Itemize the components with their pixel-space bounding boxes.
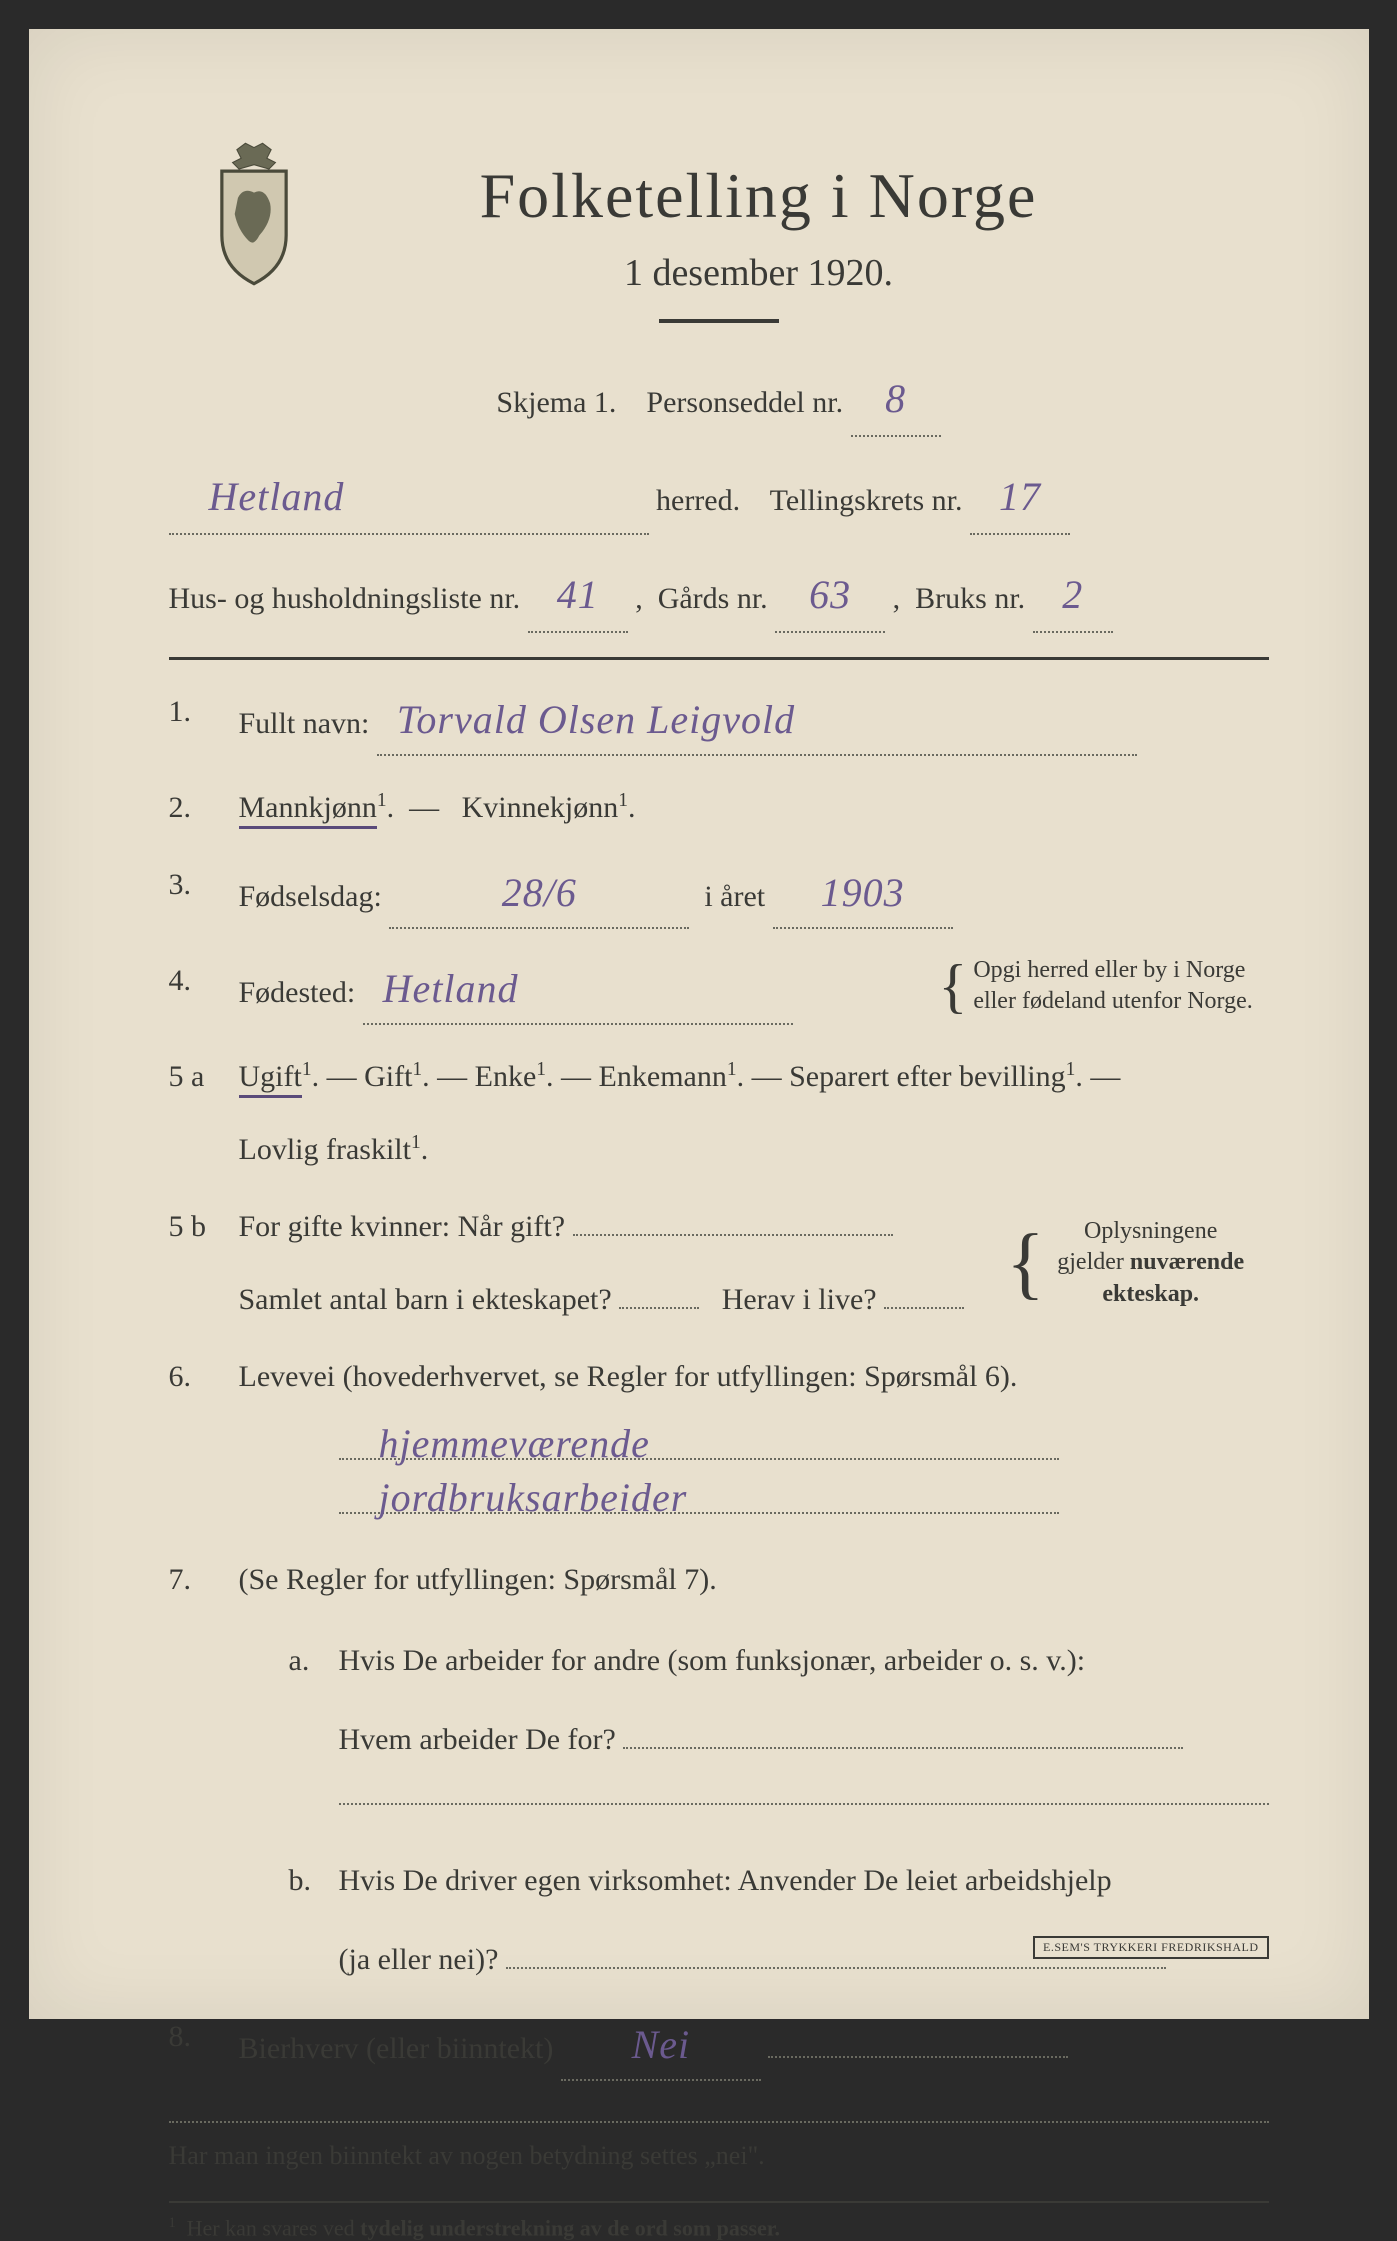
q7b-letter: b. [289,1855,339,1985]
q6-number: 6. [169,1351,239,1528]
hushold-label: Hus- og husholdningsliste nr. [169,582,521,615]
q4-label: Fødested: [239,976,356,1009]
q4-number: 4. [169,955,239,1025]
hushold-line: Hus- og husholdningsliste nr. 41 , Gårds… [169,559,1269,633]
skjema-line: Skjema 1. Personseddel nr. 8 [169,363,1269,437]
q2-number: 2. [169,782,239,833]
q8-label: Bierhverv (eller biinntekt) [239,2032,554,2065]
q2-kvinne: Kvinnekjønn [462,791,619,824]
question-3: 3. Fødselsdag: 28/6 i året 1903 [169,859,1269,929]
q8-number: 8. [169,2011,239,2081]
q4-side2: eller fødeland utenfor Norge. [973,988,1252,1014]
q5b-line2b: Herav i live? [722,1283,877,1316]
q1-value: Torvald Olsen Leigvold [377,686,1137,756]
document-page: Folketelling i Norge 1 desember 1920. Sk… [29,29,1369,2019]
document-title: Folketelling i Norge [249,159,1269,233]
footnote-text: Her kan svares ved tydelig understreknin… [187,2215,780,2240]
q2-mann: Mannkjønn [239,791,377,829]
q1-label: Fullt navn: [239,707,370,740]
footnote: 1 Her kan svares ved tydelig understrekn… [169,2201,1269,2241]
question-8: 8. Bierhverv (eller biinntekt) Nei [169,2011,1269,2081]
q5b-side1: Oplysningene [1084,1218,1217,1244]
q5a-number: 5 a [169,1051,239,1175]
q7a-line2: Hvem arbeider De for? [339,1723,616,1756]
hushold-value: 41 [528,559,628,633]
q7-label: (Se Regler for utfyllingen: Spørsmål 7). [239,1563,717,1596]
bruks-value: 2 [1033,559,1113,633]
printer-mark: E.SEM'S TRYKKERI FREDRIKSHALD [1033,1936,1268,1959]
title-divider [659,319,779,323]
question-1: 1. Fullt navn: Torvald Olsen Leigvold [169,686,1269,756]
q5b-number: 5 b [169,1201,239,1325]
q7-number: 7. [169,1554,239,1985]
coat-of-arms-icon [199,139,309,289]
q1-number: 1. [169,686,239,756]
q5b-side3: ekteskap. [1102,1281,1199,1307]
q3-number: 3. [169,859,239,929]
q3-label: Fødselsdag: [239,880,382,913]
q5b-line1: For gifte kvinner: Når gift? [239,1210,566,1243]
herred-label: herred. [656,484,740,517]
herred-value: Hetland [169,461,649,535]
question-4: 4. Fødested: Hetland { Opgi herred eller… [169,955,1269,1025]
q5b-line2a: Samlet antal barn i ekteskapet? [239,1283,612,1316]
questions-list: 1. Fullt navn: Torvald Olsen Leigvold 2.… [169,686,1269,2081]
q7a-letter: a. [289,1635,339,1821]
question-6: 6. Levevei (hovederhvervet, se Regler fo… [169,1351,1269,1528]
tellingskrets-value: 17 [970,461,1070,535]
gards-value: 63 [775,559,885,633]
question-5b: 5 b For gifte kvinner: Når gift? Samlet … [169,1201,1269,1325]
bruks-label: Bruks nr. [915,582,1025,615]
footnote-num: 1 [169,2215,176,2231]
q6-label: Levevei (hovederhvervet, se Regler for u… [239,1360,1018,1393]
q4-value: Hetland [363,955,793,1025]
question-2: 2. Mannkjønn1. — Kvinnekjønn1. [169,782,1269,833]
q5b-side2: gjelder nuværende [1057,1249,1244,1275]
herred-line: Hetland herred. Tellingskrets nr. 17 [169,461,1269,535]
q7b-line1: Hvis De driver egen virksomhet: Anvender… [339,1864,1112,1897]
question-5a: 5 a Ugift1. — Gift1. — Enke1. — Enkemann… [169,1051,1269,1175]
document-header: Folketelling i Norge 1 desember 1920. [169,159,1269,323]
q3-day: 28/6 [389,859,689,929]
question-7: 7. (Se Regler for utfyllingen: Spørsmål … [169,1554,1269,1985]
gards-label: Gårds nr. [658,582,768,615]
q4-side1: Opgi herred eller by i Norge [973,957,1245,983]
section-divider [169,657,1269,660]
personseddel-label: Personseddel nr. [646,386,843,419]
document-subtitle: 1 desember 1920. [249,251,1269,295]
personseddel-value: 8 [851,363,941,437]
q8-value: Nei [561,2011,761,2081]
footer-note: Har man ingen biinntekt av nogen betydni… [169,2121,1269,2171]
q7b-line2: (ja eller nei)? [339,1943,499,1976]
skjema-label: Skjema 1. [496,386,616,419]
q6-value2: jordbruksarbeider [379,1464,688,1532]
q3-year: 1903 [773,859,953,929]
tellingskrets-label: Tellingskrets nr. [770,484,963,517]
q7a-line1: Hvis De arbeider for andre (som funksjon… [339,1644,1086,1677]
q3-year-label: i året [704,880,765,913]
